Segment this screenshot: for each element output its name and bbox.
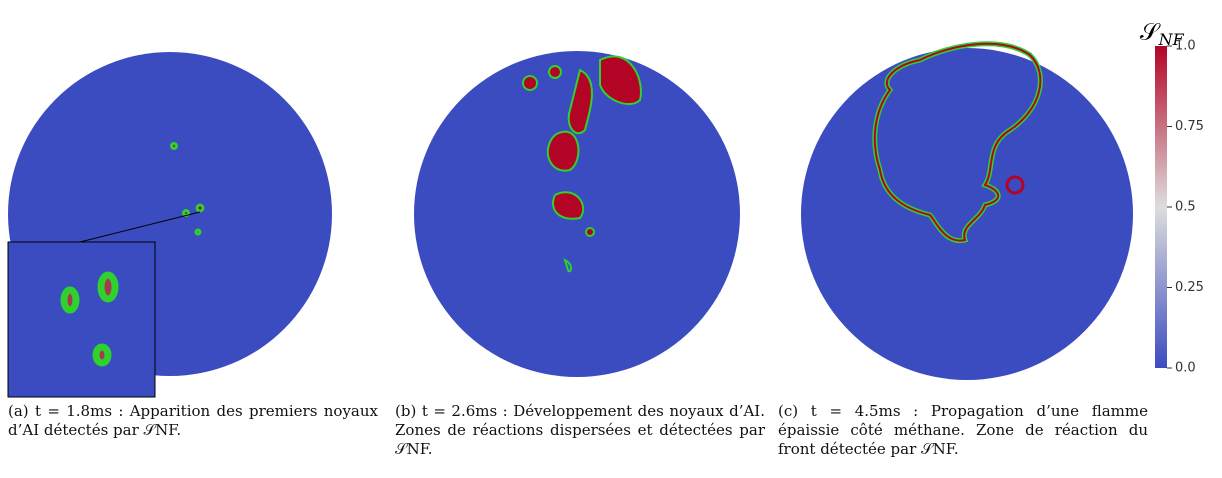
subscript: NF bbox=[1158, 30, 1185, 49]
tick-label: 0.0 bbox=[1175, 361, 1196, 376]
kernel bbox=[1005, 175, 1025, 195]
caption: (a) t = 1.8ms : Apparition des premiers … bbox=[8, 402, 378, 440]
zoom-line bbox=[79, 211, 201, 243]
panel-label: (a) bbox=[8, 402, 29, 420]
caption-text: t = 4.5ms : Propagation d’une flamme épa… bbox=[778, 402, 1148, 458]
colorbar bbox=[1155, 46, 1167, 368]
tick-label: 0.75 bbox=[1175, 119, 1204, 134]
symbol: 𝒮 bbox=[1140, 18, 1161, 46]
panel-label: (b) bbox=[395, 402, 417, 420]
kernels bbox=[170, 142, 205, 236]
flame-front-core bbox=[873, 42, 1042, 242]
tick-label: 1.0 bbox=[1175, 39, 1196, 54]
caption-text: t = 2.6ms : Développement des noyaux d’A… bbox=[395, 402, 765, 458]
domain bbox=[801, 48, 1133, 380]
inset-kernels bbox=[60, 271, 119, 367]
colorbar-title: 𝒮NF bbox=[1140, 18, 1185, 49]
caption: (b) t = 2.6ms : Développement des noyaux… bbox=[395, 402, 765, 459]
tick-label: 0.25 bbox=[1175, 280, 1204, 295]
panel-label: (c) bbox=[778, 402, 799, 420]
reaction-zones bbox=[522, 55, 642, 273]
caption-text: t = 1.8ms : Apparition des premiers noya… bbox=[8, 402, 378, 439]
caption: (c) t = 4.5ms : Propagation d’une flamme… bbox=[778, 402, 1148, 459]
inset bbox=[7, 241, 156, 398]
tick-label: 0.5 bbox=[1175, 200, 1196, 215]
